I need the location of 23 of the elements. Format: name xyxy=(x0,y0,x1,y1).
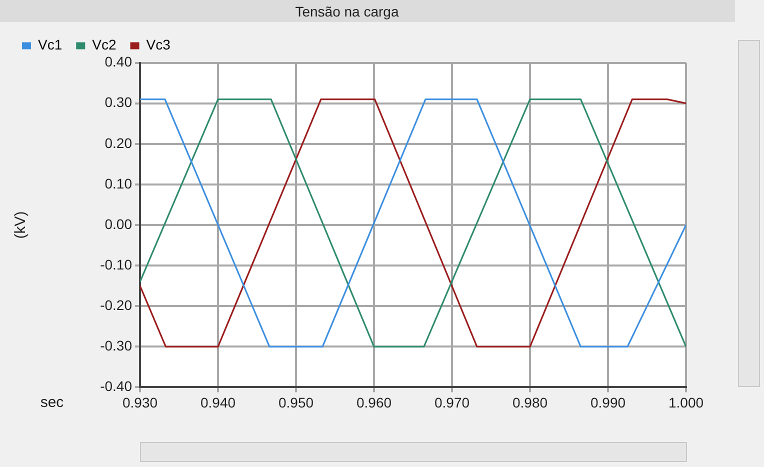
x-tick-label: 0.970 xyxy=(434,394,470,410)
legend-label: Vc1 xyxy=(38,36,62,53)
x-tick-label: 0.950 xyxy=(278,394,314,410)
y-tick-label: -0.20 xyxy=(100,296,132,313)
y-tick-label: 0.20 xyxy=(104,134,132,151)
chart-title: Tensão na carga xyxy=(295,3,399,20)
x-tick-label: 0.960 xyxy=(356,394,392,410)
x-tick-label: 0.940 xyxy=(200,394,236,410)
y-tick-label: 0.10 xyxy=(104,175,132,192)
y-tick-label: 0.00 xyxy=(104,216,132,232)
x-tick-label: 1.000 xyxy=(668,394,704,410)
y-tick-label: 0.30 xyxy=(104,94,132,110)
y-tick-label: -0.40 xyxy=(100,378,132,394)
x-tick-label: 0.930 xyxy=(122,394,158,410)
legend-label: Vc3 xyxy=(146,36,171,53)
y-tick-label: -0.30 xyxy=(100,338,132,354)
y-tick-label: 0.40 xyxy=(104,54,132,70)
y-axis-title: (kV) xyxy=(12,211,30,239)
x-tick-label: 0.990 xyxy=(590,394,626,410)
legend-label: Vc2 xyxy=(92,36,116,53)
x-axis-title: sec xyxy=(40,394,64,412)
y-tick-label: -0.10 xyxy=(100,256,132,272)
x-tick-label: 0.980 xyxy=(512,394,548,410)
